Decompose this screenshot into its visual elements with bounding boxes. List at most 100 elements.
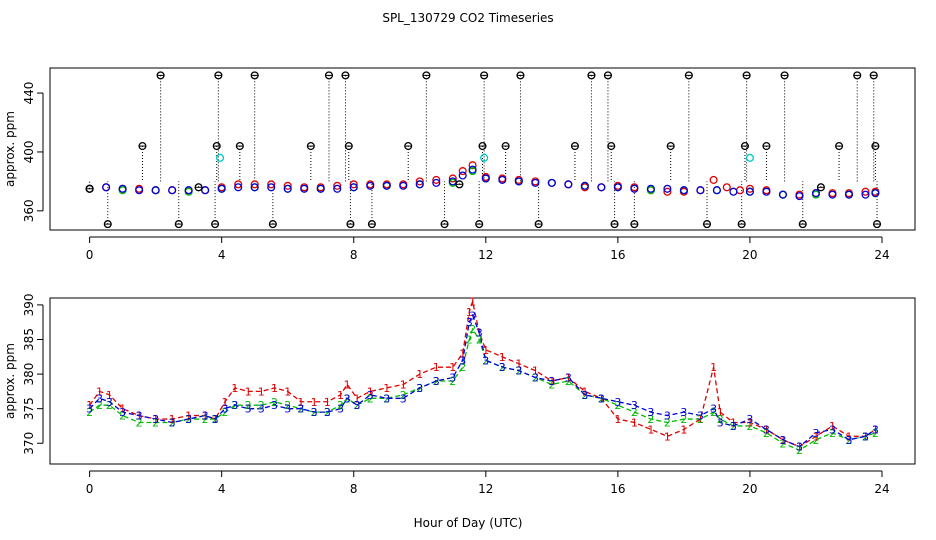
point-blue xyxy=(382,181,391,190)
series-3-marker: 3 xyxy=(581,389,588,402)
point-blue xyxy=(448,177,457,186)
x-tick-label: 8 xyxy=(350,482,358,496)
point-blue xyxy=(696,186,705,195)
series-3-marker: 3 xyxy=(354,399,361,412)
series-2-marker: 2 xyxy=(746,420,753,433)
series-2-marker: 2 xyxy=(185,413,192,426)
series-1-marker: 1 xyxy=(231,382,238,395)
series-3-marker: 3 xyxy=(367,389,374,402)
point-blue xyxy=(745,187,754,196)
series-2-marker: 2 xyxy=(344,392,351,405)
series-2-marker: 2 xyxy=(730,420,737,433)
series-3-marker: 3 xyxy=(202,410,209,423)
series-3-marker: 3 xyxy=(449,372,456,385)
series-2-marker: 2 xyxy=(96,399,103,412)
series-3-marker: 3 xyxy=(710,403,717,416)
point-blue xyxy=(729,187,738,196)
series-1-marker: 1 xyxy=(581,385,588,398)
series-2-marker: 2 xyxy=(383,392,390,405)
series-2-marker: 2 xyxy=(647,413,654,426)
point-blue xyxy=(630,184,639,193)
series-1-marker: 1 xyxy=(119,403,126,416)
series-1-marker: 1 xyxy=(631,417,638,430)
point-blue xyxy=(679,186,688,195)
series-1-marker: 1 xyxy=(96,385,103,398)
series-1-marker: 1 xyxy=(469,295,476,308)
series-3-marker: 3 xyxy=(598,392,605,405)
series-1-marker: 1 xyxy=(459,347,466,360)
point-blue xyxy=(267,183,276,192)
point-blue xyxy=(531,178,540,187)
chart-title: SPL_130729 CO2 Timeseries xyxy=(382,11,553,25)
series-2-marker: 2 xyxy=(829,427,836,440)
point-red xyxy=(415,177,424,186)
series-1-marker: 1 xyxy=(271,382,278,395)
series-2-marker: 2 xyxy=(469,323,476,336)
x-tick-label: 24 xyxy=(874,248,889,262)
series-2-marker: 2 xyxy=(354,399,361,412)
series-1-marker: 1 xyxy=(152,413,159,426)
series-3-marker: 3 xyxy=(400,392,407,405)
series-2-marker: 2 xyxy=(697,413,704,426)
series-3-marker: 3 xyxy=(872,423,879,436)
series-2-marker: 2 xyxy=(872,427,879,440)
series-1-marker: 1 xyxy=(324,396,331,409)
x-tick-label: 0 xyxy=(86,248,94,262)
x-tick-label: 4 xyxy=(218,482,226,496)
series-2-marker: 2 xyxy=(515,365,522,378)
series-2-marker: 2 xyxy=(433,375,440,388)
series-3-marker: 3 xyxy=(324,406,331,419)
series-1-marker: 1 xyxy=(872,423,879,436)
series-3-marker: 3 xyxy=(482,354,489,367)
series-2-marker: 2 xyxy=(779,437,786,450)
series-2-marker: 2 xyxy=(367,392,374,405)
point-blue xyxy=(300,184,309,193)
series-1-marker: 1 xyxy=(664,430,671,443)
series-1-marker: 1 xyxy=(598,392,605,405)
series-1-marker: 1 xyxy=(202,410,209,423)
x-tick-label: 20 xyxy=(742,482,757,496)
series-2-marker: 2 xyxy=(152,417,159,430)
series-3-marker: 3 xyxy=(664,410,671,423)
x-tick-label: 12 xyxy=(478,248,493,262)
series-3-marker: 3 xyxy=(86,403,93,416)
series-3-marker: 3 xyxy=(812,427,819,440)
point-blue xyxy=(861,190,870,199)
point-blue xyxy=(871,189,880,198)
series-2-marker: 2 xyxy=(245,399,252,412)
series-3-marker: 3 xyxy=(614,396,621,409)
series-3-marker: 3 xyxy=(697,410,704,423)
series-3-marker: 3 xyxy=(433,375,440,388)
series-3-marker: 3 xyxy=(258,403,265,416)
point-blue xyxy=(184,186,193,195)
point-blue xyxy=(458,171,467,180)
series-1-marker: 1 xyxy=(779,434,786,447)
series-2-marker: 2 xyxy=(812,434,819,447)
point-red xyxy=(663,187,672,196)
x-tick-label: 20 xyxy=(742,248,757,262)
point-blue xyxy=(234,183,243,192)
series-3-marker: 3 xyxy=(515,365,522,378)
series-2-marker: 2 xyxy=(717,413,724,426)
series-3-marker: 3 xyxy=(499,361,506,374)
series-1-marker: 1 xyxy=(433,361,440,374)
point-blue xyxy=(250,183,259,192)
series-2-marker: 2 xyxy=(136,417,143,430)
point-blue xyxy=(201,186,210,195)
point-blue xyxy=(349,183,358,192)
series-1-marker: 1 xyxy=(829,420,836,433)
series-3-marker: 3 xyxy=(136,410,143,423)
series-2-marker: 2 xyxy=(565,375,572,388)
series-1-marker: 1 xyxy=(515,358,522,371)
series-1-marker: 1 xyxy=(482,344,489,357)
series-2-marker: 2 xyxy=(284,399,291,412)
point-blue xyxy=(283,184,292,193)
series-2-marker: 2 xyxy=(231,399,238,412)
point-blue xyxy=(333,184,342,193)
series-3-marker: 3 xyxy=(779,434,786,447)
y-tick-label: 390 xyxy=(22,293,36,316)
point-red xyxy=(468,161,477,170)
point-red xyxy=(745,184,754,193)
point-red xyxy=(432,175,441,184)
series-3-marker: 3 xyxy=(469,309,476,322)
